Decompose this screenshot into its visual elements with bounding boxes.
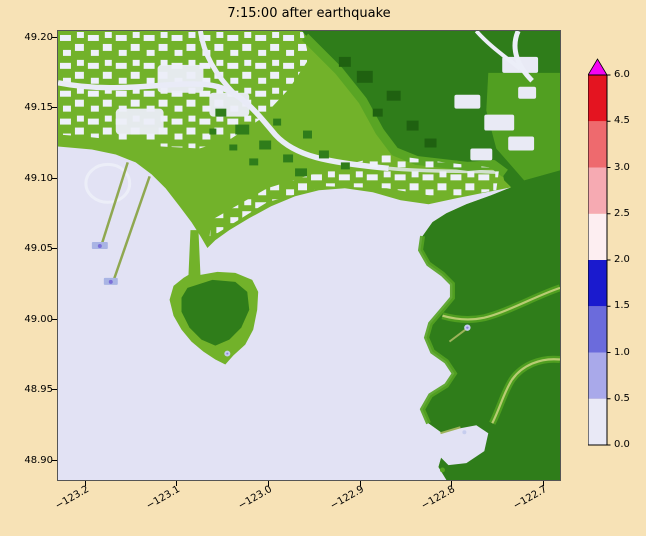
midland-ne: [486, 72, 560, 181]
urban-pattern-corridor: [209, 154, 500, 239]
jetties: [91, 162, 151, 285]
islet: [439, 467, 445, 473]
colorbar-segment: [588, 352, 607, 399]
colorbar-tick-label: 6.0: [614, 69, 630, 80]
colorbar-segment: [588, 75, 607, 122]
colorbar-tick-label: 2.0: [614, 254, 630, 265]
y-tick-label: 49.05: [24, 243, 53, 254]
forest-speckles-ne: [338, 56, 437, 148]
x-tick-mark: [451, 481, 452, 486]
x-tick-mark: [84, 481, 86, 486]
x-tick-label: −122.7: [511, 483, 549, 512]
y-tick-mark: [52, 319, 57, 320]
colorbar-over-arrow-icon: [587, 58, 608, 76]
colorbar-tick-label: 2.5: [614, 208, 630, 219]
y-tick-label: 49.10: [24, 172, 53, 184]
woodlot-speckles-nw: [209, 108, 350, 177]
colorbar-tick-label: 3.0: [614, 161, 630, 173]
y-tick-mark: [52, 248, 57, 249]
x-tick-mark: [359, 481, 361, 486]
colorbar-tick-label: 1.5: [614, 300, 630, 311]
coast-fringe-se: [417, 235, 458, 425]
lagoon-ring: [84, 162, 132, 204]
y-tick-label: 49.20: [24, 31, 53, 43]
colorbar-tick-label: 4.5: [614, 115, 630, 126]
colorbar-tick-label: 0.5: [614, 393, 630, 404]
colorbar-tick-label: 1.0: [614, 346, 630, 358]
y-tick-label: 48.90: [24, 454, 53, 466]
colorbar-tick-marks: [607, 74, 611, 446]
y-tick-mark: [52, 178, 57, 179]
colorbar-segment: [588, 121, 607, 168]
x-tick-label: −123.0: [236, 483, 274, 512]
y-tick-mark: [52, 37, 57, 38]
colorbar-graphic: [587, 58, 611, 446]
x-tick-mark: [543, 481, 544, 486]
peninsula-forest-core: [181, 279, 250, 346]
midland-rim: [301, 33, 508, 177]
inundation-map: [58, 31, 560, 480]
roads-ne: [474, 31, 534, 83]
peninsula-marina: [224, 350, 231, 357]
harbor-spit: [440, 426, 461, 435]
harbor-marina: [462, 430, 467, 435]
rivers-se: [441, 284, 560, 425]
y-tick-label: 49.00: [24, 313, 53, 325]
colorbar-segment: [588, 213, 607, 260]
x-tick-label: −123.2: [52, 483, 91, 512]
x-tick-mark: [176, 481, 177, 486]
x-tick-label: −122.9: [327, 483, 366, 512]
harbor-inlet: [437, 425, 489, 466]
y-tick-mark: [52, 460, 57, 461]
bay-spit: [448, 324, 471, 343]
y-tick-label: 48.95: [24, 384, 53, 395]
colorbar-segment: [588, 260, 607, 307]
colorbar-tick-label: 0.0: [614, 439, 630, 450]
x-tick-label: −122.8: [419, 483, 458, 512]
y-tick-mark: [52, 107, 57, 108]
colorbar-segment: [588, 306, 607, 353]
y-tick-mark: [52, 389, 57, 390]
map-axes: [57, 30, 561, 481]
colorbar-segment: [588, 398, 607, 445]
urban-patches-ne: [454, 56, 539, 161]
x-tick-mark: [268, 481, 269, 486]
colorbar-segment: [588, 167, 607, 214]
x-tick-label: −123.1: [144, 483, 183, 512]
y-tick-label: 49.15: [24, 102, 53, 113]
colorbar: [587, 57, 612, 451]
plot-title: 7:15:00 after earthquake: [227, 6, 391, 21]
